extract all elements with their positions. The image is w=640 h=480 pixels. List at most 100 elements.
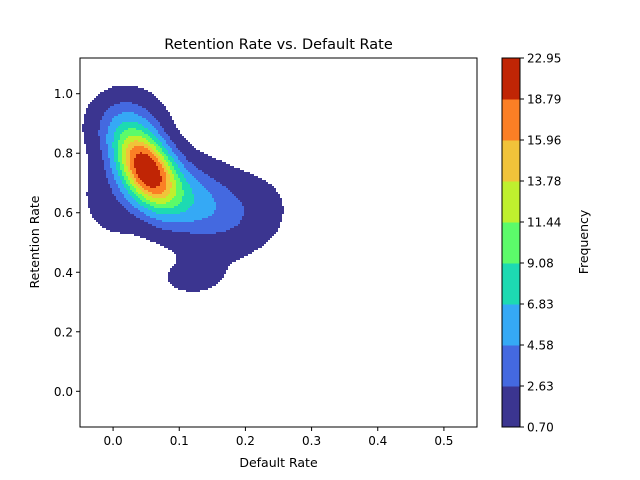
contour-band-0	[208, 174, 254, 176]
contour-band-0	[186, 158, 216, 160]
contour-band-1	[216, 206, 244, 208]
contour-band-6	[148, 194, 168, 196]
contour-band-7	[142, 186, 150, 188]
contour-band-7	[134, 174, 138, 176]
contour-band-0	[170, 268, 228, 270]
contour-band-7	[154, 160, 158, 162]
contour-band-6	[126, 164, 130, 166]
contour-band-1	[102, 116, 114, 118]
contour-band-0	[86, 144, 100, 146]
contour-band-0	[146, 238, 270, 240]
contour-band-7	[148, 190, 164, 192]
contour-band-2	[118, 114, 138, 116]
contour-band-3	[150, 136, 156, 138]
contour-band-1	[216, 202, 242, 204]
contour-band-0	[94, 98, 158, 100]
contour-band-0	[112, 86, 138, 88]
contour-band-0	[238, 224, 280, 226]
contour-band-0	[86, 146, 100, 148]
contour-band-5	[170, 176, 174, 178]
contour-band-0	[88, 180, 108, 182]
contour-band-4	[170, 168, 174, 170]
contour-band-5	[124, 166, 128, 168]
contour-band-3	[156, 212, 180, 214]
contour-band-0	[168, 280, 220, 282]
contour-band-4	[154, 206, 174, 208]
contour-band-3	[114, 150, 118, 152]
contour-band-0	[88, 204, 122, 206]
contour-band-3	[116, 164, 120, 166]
contour-band-3	[184, 192, 192, 194]
contour-band-3	[148, 134, 154, 136]
contour-band-1	[104, 112, 122, 114]
contour-band-8	[142, 180, 162, 182]
contour-band-2	[180, 168, 186, 170]
contour-band-0	[168, 134, 182, 136]
contour-band-0	[138, 104, 164, 106]
contour-band-6	[130, 142, 144, 144]
contour-band-2	[116, 182, 122, 184]
contour-band-7	[158, 168, 164, 170]
contour-band-1	[160, 134, 168, 136]
contour-band-1	[194, 220, 240, 222]
contour-band-2	[190, 206, 216, 208]
contour-band-7	[130, 156, 136, 158]
contour-band-6	[144, 146, 150, 148]
contour-band-3	[130, 194, 136, 196]
contour-band-3	[170, 160, 174, 162]
contour-band-4	[172, 170, 176, 172]
contour-band-3	[162, 150, 168, 152]
contour-band-1	[100, 146, 108, 148]
contour-band-4	[130, 188, 136, 190]
contour-band-3	[112, 146, 118, 148]
contour-band-0	[98, 94, 154, 96]
y-tick-label: 0.8	[54, 147, 73, 161]
colorbar-segment	[502, 263, 520, 305]
contour-band-3	[172, 164, 178, 166]
contour-band-2	[192, 188, 206, 190]
contour-band-0	[132, 102, 162, 104]
contour-band-8	[150, 186, 156, 188]
contour-band-1	[106, 174, 114, 176]
contour-band-4	[174, 176, 178, 178]
contour-band-0	[162, 126, 176, 128]
contour-band-1	[170, 146, 176, 148]
contour-band-3	[156, 142, 162, 144]
plot-frame	[79, 57, 478, 428]
contour-band-0	[174, 142, 190, 144]
contour-band-2	[108, 126, 118, 128]
contour-band-5	[170, 180, 176, 182]
contour-band-4	[162, 154, 166, 156]
contour-band-3	[122, 122, 138, 124]
contour-band-5	[148, 144, 154, 146]
contour-band-0	[232, 192, 278, 194]
contour-band-6	[134, 180, 136, 182]
contour-band-0	[230, 228, 278, 230]
colorbar-segment	[502, 386, 520, 428]
contour-band-6	[166, 180, 170, 182]
contour-band-0	[88, 190, 112, 192]
contour-band-1	[112, 192, 122, 194]
contour-band-0	[216, 232, 276, 234]
contour-band-5	[172, 186, 176, 188]
contour-band-3	[154, 140, 160, 142]
contour-band-1	[112, 188, 120, 190]
contour-band-5	[130, 180, 134, 182]
contour-band-4	[176, 194, 184, 196]
contour-band-3	[132, 196, 138, 198]
contour-band-5	[164, 162, 168, 164]
contour-band-8	[140, 178, 162, 180]
contour-band-0	[186, 290, 200, 292]
contour-band-2	[122, 192, 128, 194]
contour-band-1	[190, 172, 204, 174]
contour-band-2	[110, 166, 116, 168]
contour-band-0	[186, 156, 212, 158]
contour-band-3	[168, 158, 174, 160]
contour-band-1	[100, 120, 112, 122]
contour-band-4	[156, 146, 160, 148]
contour-band-4	[120, 138, 126, 140]
contour-band-0	[84, 138, 100, 140]
contour-band-2	[124, 194, 130, 196]
contour-band-2	[108, 148, 114, 150]
contour-band-4	[118, 144, 122, 146]
